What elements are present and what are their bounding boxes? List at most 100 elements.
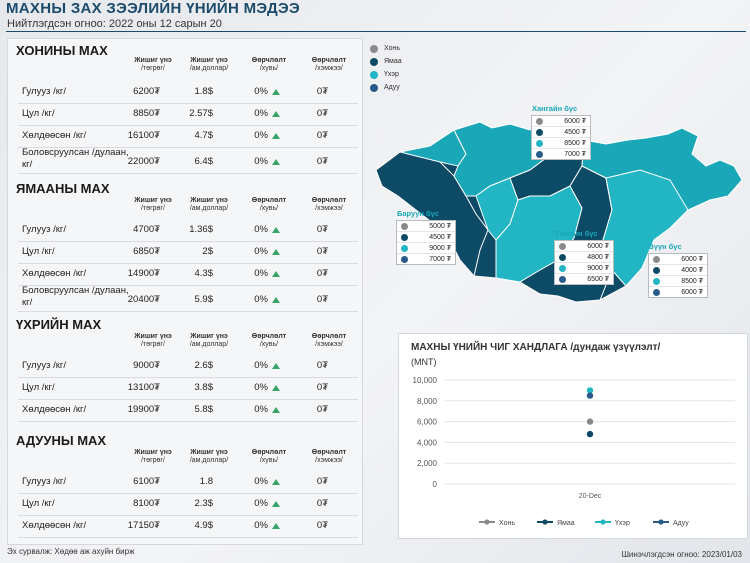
- region-name: Зүүн бүс: [649, 242, 682, 251]
- map-legend: Хонь Ямаа Үхэр Адуу: [370, 42, 402, 94]
- table-row: Хөлдөөсөн /кг/17150₮ 4.9$ 0% 0₮: [8, 515, 362, 537]
- row-label: Гулууз /кг/: [22, 360, 66, 371]
- data-point: [586, 418, 594, 425]
- column-header-title: Өөрчлөлт: [251, 333, 287, 340]
- table-row: Гулууз /кг/6100₮ 1.8 0% 0₮: [8, 471, 362, 493]
- price-mnt: 8850₮: [133, 108, 160, 119]
- column-header-unit: /ам.доллар/: [189, 341, 229, 348]
- region-price: 8500 ₮: [681, 277, 703, 285]
- row-label: Цул /кг/: [22, 498, 55, 509]
- checked-date: Шинэчлэгдсэн огноо: 2023/01/03: [621, 550, 742, 559]
- region-price: 7000 ₮: [429, 255, 451, 263]
- column-header-unit: /төгрөг/: [141, 457, 165, 464]
- change-percent: 0%: [254, 360, 268, 371]
- change-amount: 0₮: [316, 520, 328, 531]
- price-usd: 1.8: [199, 476, 213, 487]
- column-header: Өөрчлөлт/хувь/: [240, 333, 298, 349]
- row-label: Цул /кг/: [22, 108, 55, 119]
- change-amount: 0₮: [316, 404, 328, 415]
- row-divider: [18, 377, 358, 378]
- column-header: Жишиг үнэ/ам.доллар/: [180, 333, 238, 349]
- row-label: Цул /кг/: [22, 382, 55, 393]
- region-price: 4500 ₮: [564, 128, 586, 136]
- price-usd: 2.3$: [194, 498, 214, 509]
- column-header-unit: /хувь/: [259, 205, 279, 212]
- column-header: Өөрчлөлт/хэмжээ/: [300, 197, 358, 213]
- change-percent: 0%: [254, 268, 268, 279]
- row-divider: [18, 493, 358, 494]
- livestock-icon: [536, 150, 543, 158]
- y-tick-label: 8,000: [417, 397, 438, 406]
- up-arrow-icon: [272, 271, 280, 277]
- row-divider: [18, 515, 358, 516]
- region-price-row: 8500 ₮: [649, 276, 707, 287]
- section-title: ЯМААНЫ МАХ: [16, 181, 110, 196]
- column-header-unit: /төгрөг/: [141, 341, 165, 348]
- section-title: АДУУНЫ МАХ: [16, 433, 107, 448]
- up-arrow-icon: [272, 523, 280, 529]
- row-divider: [18, 399, 358, 400]
- change-percent: 0%: [254, 130, 268, 141]
- column-header-unit: /хувь/: [259, 65, 279, 72]
- livestock-icon: [536, 139, 543, 147]
- price-tables-panel: ХОНИНЫ МАХ Жишиг үнэ/төгрөг/Жишиг үнэ/ам.…: [7, 38, 363, 545]
- change-amount: 0₮: [316, 224, 328, 235]
- change-amount: 0₮: [316, 156, 328, 167]
- row-label: Цул /кг/: [22, 246, 55, 257]
- column-header-unit: /хэмжээ/: [315, 341, 343, 348]
- table-row: Гулууз /кг/6200₮ 1.8$ 0% 0₮: [8, 81, 362, 103]
- region-price: 8500 ₮: [564, 139, 586, 147]
- table-row: Хөлдөөсөн /кг/19900₮ 5.8$ 0% 0₮: [8, 399, 362, 421]
- region-price-row: 4000 ₮: [649, 265, 707, 276]
- published-date: Нийтлэгдсэн огноо: 2022 оны 12 сарын 20: [7, 18, 222, 30]
- change-percent: 0%: [254, 108, 268, 119]
- price-usd: 3.8$: [194, 382, 214, 393]
- column-header-title: Жишиг үнэ: [190, 197, 228, 204]
- mongolia-map-svg: [375, 119, 743, 303]
- price-mnt: 9000₮: [133, 360, 160, 371]
- price-mnt: 22000₮: [127, 156, 160, 167]
- price-mnt: 6200₮: [133, 86, 160, 97]
- row-divider: [18, 421, 358, 422]
- legend-dot-icon: [370, 83, 378, 92]
- column-header-title: Жишиг үнэ: [190, 333, 228, 340]
- table-row: Цул /кг/13100₮ 3.8$ 0% 0₮: [8, 377, 362, 399]
- change-percent: 0%: [254, 224, 268, 235]
- price-usd: 4.9$: [194, 520, 214, 531]
- row-label: Хөлдөөсөн /кг/: [22, 268, 87, 279]
- up-arrow-icon: [272, 501, 280, 507]
- column-header-title: Өөрчлөлт: [251, 197, 287, 204]
- title-divider: [6, 31, 746, 32]
- up-arrow-icon: [272, 159, 280, 165]
- change-percent: 0%: [254, 382, 268, 393]
- column-header: Жишиг үнэ/ам.доллар/: [180, 57, 238, 73]
- row-divider: [18, 103, 358, 104]
- column-header-title: Жишиг үнэ: [134, 57, 172, 64]
- table-row: Гулууз /кг/4700₮ 1.36$ 0% 0₮: [8, 219, 362, 241]
- change-percent: 0%: [254, 294, 268, 305]
- price-mnt: 6850₮: [133, 246, 160, 257]
- region-price: 6500 ₮: [587, 275, 609, 283]
- row-label: Хөлдөөсөн /кг/: [22, 130, 87, 141]
- legend-dot-icon: [370, 57, 378, 66]
- price-mnt: 17150₮: [127, 520, 160, 531]
- column-header: Өөрчлөлт/хувь/: [240, 449, 298, 465]
- region-price: 4800 ₮: [587, 253, 609, 261]
- row-divider: [18, 537, 358, 538]
- price-mnt: 19900₮: [127, 404, 160, 415]
- source-note: Эх сурвалж: Хөдөө аж ахуйн бирж: [7, 547, 135, 556]
- change-percent: 0%: [254, 520, 268, 531]
- section-title: ХОНИНЫ МАХ: [16, 43, 108, 58]
- chart-legend-label: Үхэр: [615, 520, 630, 527]
- column-header-unit: /хэмжээ/: [315, 65, 343, 72]
- column-header-title: Жишиг үнэ: [134, 449, 172, 456]
- region-price-row: 8500 ₮: [532, 138, 590, 149]
- region-price: 4000 ₮: [681, 266, 703, 274]
- up-arrow-icon: [272, 479, 280, 485]
- table-row: Боловсруулсан /дулаан, кг/20400₮ 5.9$ 0% 0₮: [8, 285, 362, 311]
- change-amount: 0₮: [316, 130, 328, 141]
- price-mnt: 4700₮: [133, 224, 160, 235]
- livestock-icon: [401, 255, 408, 263]
- chart-legend-marker: [658, 519, 664, 525]
- price-mnt: 20400₮: [127, 294, 160, 305]
